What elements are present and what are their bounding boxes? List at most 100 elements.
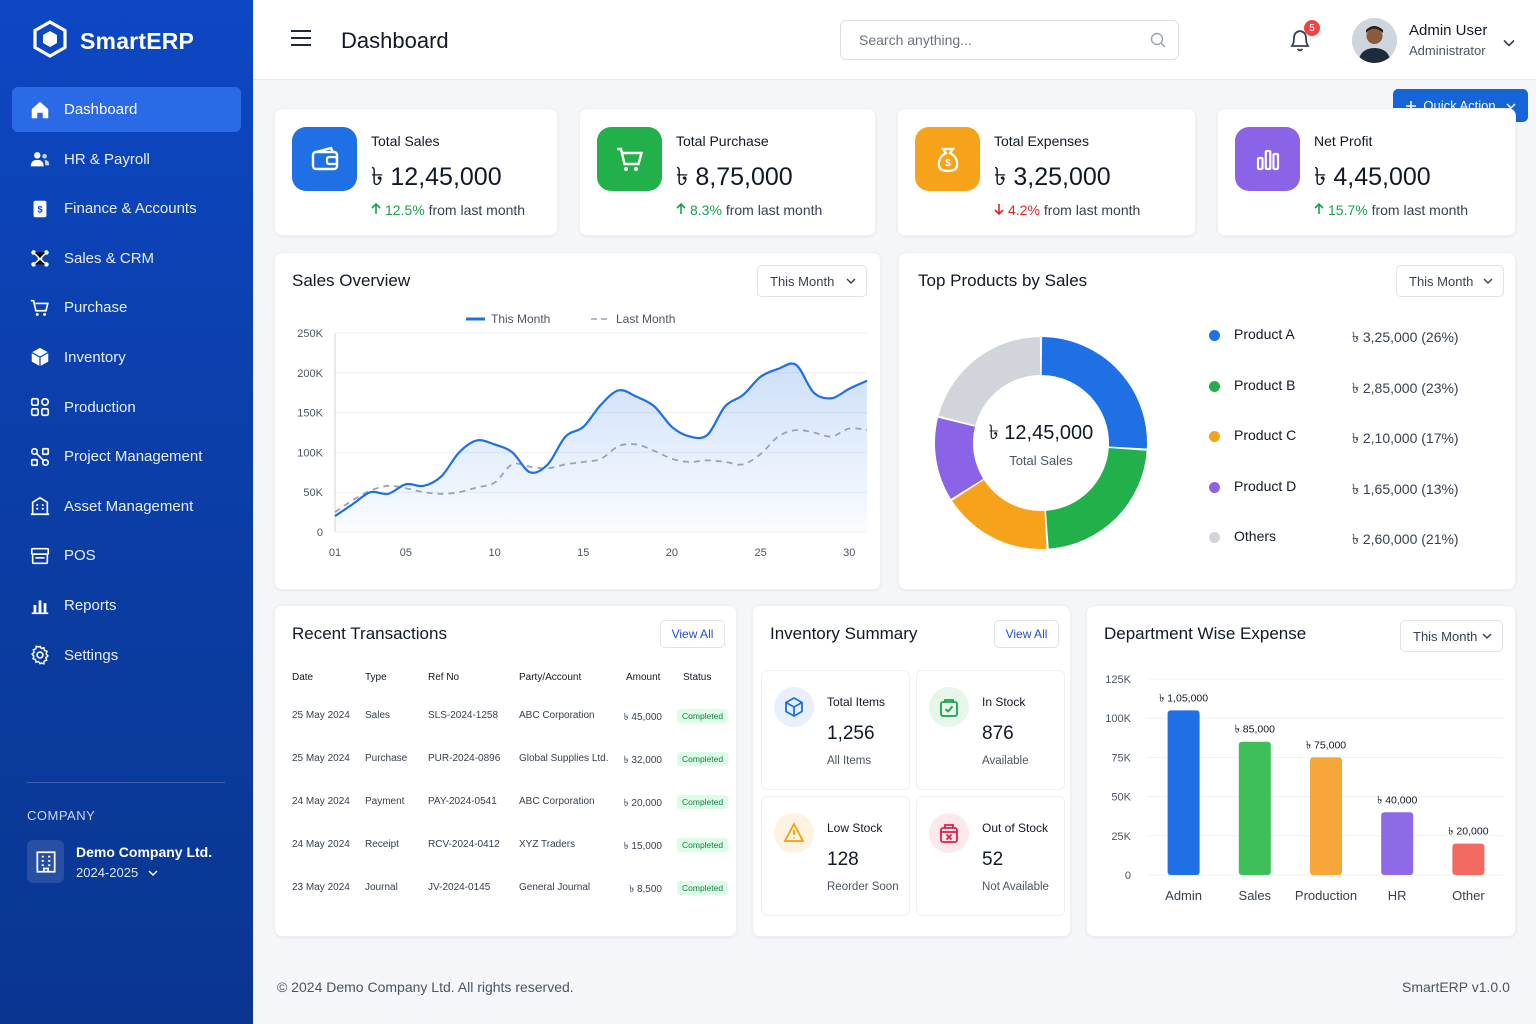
sidebar-item-asset-management[interactable]: Asset Management xyxy=(12,484,241,529)
sidebar-item-label: HR & Payroll xyxy=(64,150,150,168)
table-header: Date xyxy=(292,672,314,683)
bar-chart-icon xyxy=(1235,127,1300,191)
table-cell: Global Supplies Ltd. xyxy=(519,753,609,764)
sidebar-item-pos[interactable]: POS xyxy=(12,533,241,578)
gear-icon xyxy=(29,644,51,666)
bar-value-label: ৳ 1,05,000 xyxy=(1159,692,1208,704)
bar-value-label: ৳ 40,000 xyxy=(1377,794,1417,806)
inventory-sub: All Items xyxy=(827,755,872,767)
company-selector[interactable]: Demo Company Ltd. 2024-2025 xyxy=(27,840,212,883)
sidebar-item-label: Inventory xyxy=(64,348,126,366)
users-icon xyxy=(29,148,51,170)
inventory-tile-in-stock[interactable]: In Stock 876 Available xyxy=(916,670,1065,790)
inventory-tile-total-items[interactable]: Total Items 1,256 All Items xyxy=(761,670,910,790)
chevron-down-icon xyxy=(846,278,856,284)
avatar[interactable] xyxy=(1352,18,1397,63)
cart-icon xyxy=(597,127,662,191)
bar-value-label: ৳ 20,000 xyxy=(1448,826,1488,838)
legend-value: ৳ 2,60,000 (21%) xyxy=(1352,531,1459,547)
sidebar-item-label: Finance & Accounts xyxy=(64,200,197,218)
sidebar-item-project-management[interactable]: Project Management xyxy=(12,434,241,479)
chevron-down-icon xyxy=(1483,278,1493,284)
top-products-filter[interactable]: This Month xyxy=(1396,265,1504,297)
kpi-card-total-purchase[interactable]: Total Purchase ৳ 8,75,000 8.3% from last m… xyxy=(579,108,876,236)
status-badge: Completed xyxy=(677,881,729,895)
sidebar-item-label: Production xyxy=(64,398,136,416)
sidebar-item-purchase[interactable]: Purchase xyxy=(12,285,241,330)
kpi-change-percent: 15.7% xyxy=(1328,202,1368,218)
top-products-donut: ৳ 12,45,000 Total Sales xyxy=(935,337,1147,549)
inventory-tile-low-stock[interactable]: Low Stock 128 Reorder Soon xyxy=(761,796,910,916)
inventory-value: 52 xyxy=(982,849,1004,870)
inventory-tile-out-of-stock[interactable]: Out of Stock 52 Not Available xyxy=(916,796,1065,916)
y-tick-label: 50K xyxy=(303,487,323,499)
kpi-change: 8.3% from last month xyxy=(676,202,822,218)
search-icon[interactable] xyxy=(1150,32,1166,53)
series-line-last-month xyxy=(334,427,868,513)
table-header: Party/Account xyxy=(519,672,582,683)
bell-icon[interactable] xyxy=(1288,27,1312,58)
company-section-label: COMPANY xyxy=(27,808,96,823)
legend-name: Product A xyxy=(1234,326,1295,342)
kpi-change: 15.7% from last month xyxy=(1314,202,1468,218)
building-icon xyxy=(27,840,64,883)
table-cell: 25 May 2024 xyxy=(292,753,350,764)
x-tick-label: 20 xyxy=(666,547,678,559)
box-x-icon xyxy=(929,813,969,853)
home-icon xyxy=(29,99,51,121)
sidebar-item-sales-crm[interactable]: Sales & CRM xyxy=(12,236,241,281)
bag-check-icon xyxy=(929,687,969,727)
table-header: Ref No xyxy=(428,672,460,683)
inventory-title: Inventory Summary xyxy=(770,624,918,643)
series-area-this-month xyxy=(335,363,867,532)
kpi-label: Net Profit xyxy=(1314,133,1373,149)
donut-slice-product-b xyxy=(1045,447,1147,549)
sidebar-item-hr-payroll[interactable]: HR & Payroll xyxy=(12,137,241,182)
table-header: Amount xyxy=(626,672,661,683)
series-line-this-month xyxy=(334,362,868,517)
view-all-transactions-button[interactable]: View All xyxy=(660,620,725,648)
arrow-down-icon xyxy=(994,204,1004,216)
kpi-card-net-profit[interactable]: Net Profit ৳ 4,45,000 15.7% from last mont… xyxy=(1217,108,1516,236)
y-tick-label: 25K xyxy=(1111,831,1131,843)
y-tick-label: 125K xyxy=(1105,674,1131,686)
x-tick-label: 10 xyxy=(488,547,500,559)
sidebar-item-finance-accounts[interactable]: $ Finance & Accounts xyxy=(12,186,241,231)
sidebar-item-reports[interactable]: Reports xyxy=(12,583,241,628)
y-tick-label: 0 xyxy=(1125,870,1131,882)
sales-overview-filter[interactable]: This Month xyxy=(757,265,867,297)
svg-text:$: $ xyxy=(945,158,951,169)
bar-chart-icon xyxy=(29,594,51,616)
legend-value: ৳ 2,10,000 (17%) xyxy=(1352,430,1459,446)
top-products-card: Top Products by Sales This Month ৳ 12,45… xyxy=(898,252,1516,590)
sidebar-item-label: Purchase xyxy=(64,299,128,317)
department-filter[interactable]: This Month xyxy=(1400,620,1503,652)
kpi-value: ৳ 12,45,000 xyxy=(371,163,502,191)
sidebar-item-settings[interactable]: Settings xyxy=(12,633,241,678)
y-tick-label: 100K xyxy=(1105,713,1131,725)
sidebar-item-label: Reports xyxy=(64,596,117,614)
kpi-change-suffix: from last month xyxy=(1043,202,1141,218)
kpi-card-total-sales[interactable]: Total Sales ৳ 12,45,000 12.5% from last mo… xyxy=(274,108,558,236)
y-tick-label: 150K xyxy=(297,408,323,420)
sidebar-item-inventory[interactable]: Inventory xyxy=(12,335,241,380)
search-input[interactable] xyxy=(841,21,1131,59)
y-tick-label: 200K xyxy=(297,368,323,380)
brand[interactable]: SmartERP xyxy=(32,20,194,63)
sidebar-divider xyxy=(27,782,225,783)
legend-dot xyxy=(1209,532,1220,543)
kpi-card-total-expenses[interactable]: $ Total Expenses ৳ 3,25,000 4.2% from last … xyxy=(897,108,1196,236)
chevron-down-icon xyxy=(148,869,158,876)
x-tick-label: 15 xyxy=(577,547,589,559)
hamburger-icon[interactable] xyxy=(291,30,311,51)
table-cell: Payment xyxy=(365,796,405,807)
chevron-down-icon[interactable] xyxy=(1503,34,1515,52)
legend-dot xyxy=(1209,431,1220,442)
view-all-inventory-button[interactable]: View All xyxy=(994,620,1059,648)
sidebar-item-dashboard[interactable]: Dashboard xyxy=(12,87,241,132)
status-badge: Completed xyxy=(677,752,729,766)
sidebar-item-production[interactable]: Production xyxy=(12,385,241,430)
register-icon xyxy=(29,545,51,567)
kpi-change-percent: 8.3% xyxy=(690,202,722,218)
kpi-change-percent: 12.5% xyxy=(385,202,425,218)
